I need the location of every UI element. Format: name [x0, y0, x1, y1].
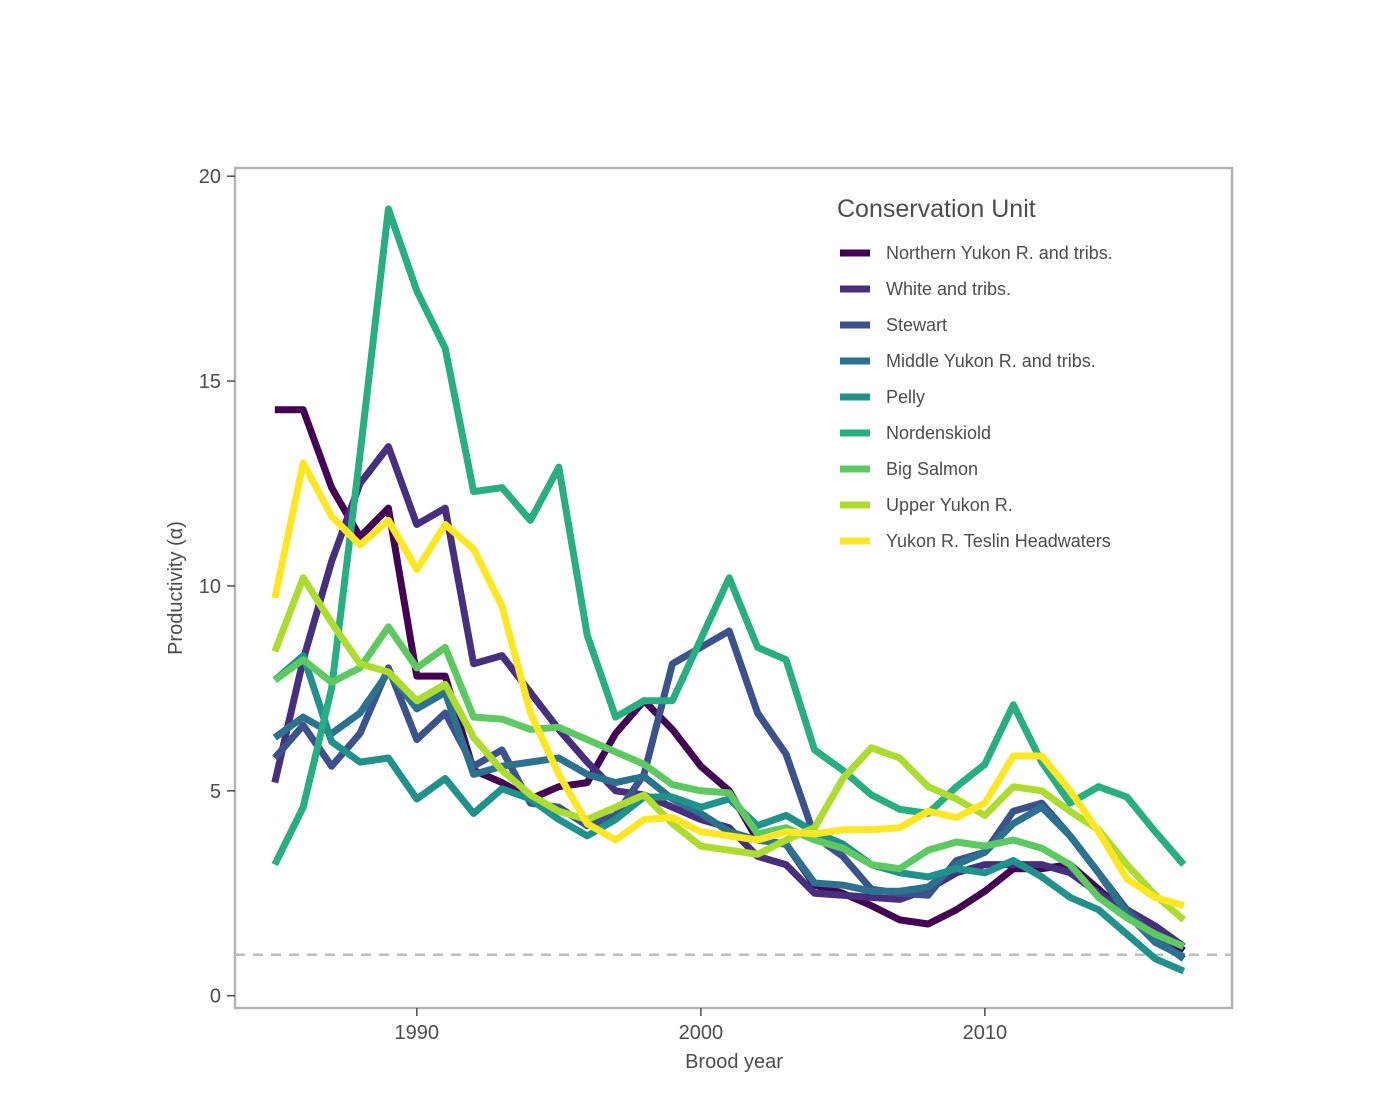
legend-title: Conservation Unit: [837, 195, 1036, 223]
series-line-9: [271, 459, 1185, 909]
x-tick-label: 2000: [679, 1022, 724, 1044]
y-tick-label: 10: [199, 576, 221, 598]
plot-border: [233, 166, 1234, 1010]
series-line-7: [272, 623, 1186, 950]
series-line-4: [272, 668, 1186, 960]
legend-label-8: Upper Yukon R.: [886, 495, 1013, 515]
legend-label-7: Big Salmon: [886, 459, 978, 479]
legend-label-3: Stewart: [886, 315, 947, 335]
plot-panel: [233, 166, 1234, 1010]
x-axis-title: Brood year: [685, 1051, 783, 1073]
series-layer: [271, 205, 1187, 975]
y-tick-label: 0: [210, 986, 221, 1008]
legend-label-1: Northern Yukon R. and tribs.: [886, 243, 1113, 263]
series-line-6: [271, 205, 1187, 867]
series-line-8: [271, 574, 1186, 923]
legend-items: Northern Yukon R. and tribs. White and tr…: [840, 243, 1113, 551]
x-tick-label: 1990: [395, 1022, 440, 1044]
y-tick-label: 20: [199, 166, 221, 188]
legend-label-2: White and tribs.: [886, 279, 1011, 299]
legend-label-6: Nordenskiold: [886, 423, 991, 443]
y-axis-title: Productivity (α): [165, 521, 187, 655]
y-tick-label: 15: [199, 371, 221, 393]
legend-label-9: Yukon R. Teslin Headwaters: [886, 531, 1111, 551]
y-tick-label: 5: [210, 781, 221, 803]
x-tick-label: 2010: [963, 1022, 1008, 1044]
y-axis: 0 5 10 15 20: [199, 166, 235, 1008]
x-axis: 1990 2000 2010: [395, 1008, 1008, 1044]
legend-label-4: Middle Yukon R. and tribs.: [886, 351, 1096, 371]
series-line-3: [272, 627, 1186, 962]
legend: Conservation Unit Northern Yukon R. and …: [837, 195, 1113, 551]
legend-label-5: Pelly: [886, 387, 925, 407]
